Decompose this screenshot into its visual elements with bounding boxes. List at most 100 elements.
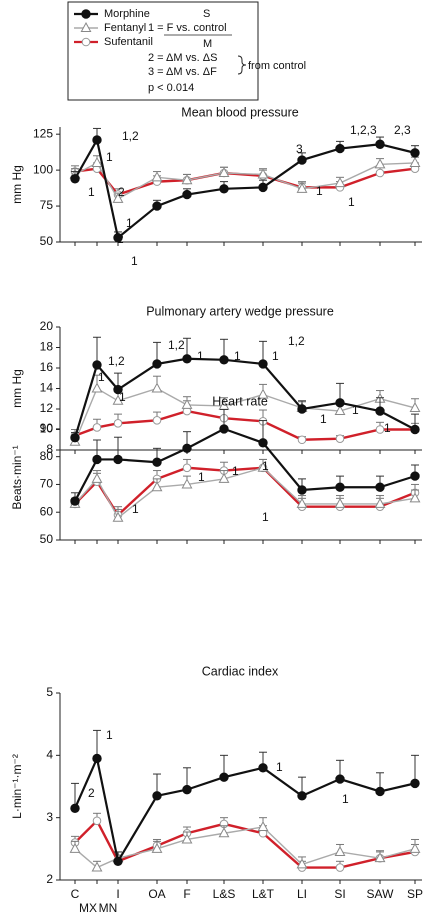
point <box>112 394 124 405</box>
x-tick-label: SI <box>334 887 345 901</box>
point <box>152 791 162 801</box>
annotation: 1 <box>88 185 95 199</box>
y-tick-label: 14 <box>40 381 54 395</box>
annotation: 1 <box>320 412 327 426</box>
point <box>92 753 102 764</box>
point <box>70 433 80 443</box>
point <box>81 37 91 47</box>
annotation: 1 <box>234 349 241 363</box>
point <box>219 184 229 194</box>
point <box>335 143 345 154</box>
series <box>70 729 420 866</box>
point <box>334 404 346 416</box>
annotation: 1 <box>197 349 204 363</box>
point <box>335 482 345 492</box>
series <box>69 817 421 872</box>
annotation: 1 <box>98 370 105 384</box>
key-text: 2 = ΔM vs. ΔS <box>148 52 217 64</box>
y-tick-label: 100 <box>33 162 53 176</box>
y-tick-label: 125 <box>33 126 53 140</box>
series <box>70 127 420 243</box>
brace <box>237 55 247 75</box>
annotation: 1 <box>276 760 283 774</box>
point <box>80 21 92 32</box>
y-tick-label: 90 <box>40 421 54 435</box>
y-tick-label: 70 <box>40 477 54 491</box>
point <box>410 471 420 481</box>
annotation: 1 <box>384 421 391 435</box>
point <box>410 148 420 158</box>
point <box>181 398 193 409</box>
point <box>69 842 81 853</box>
series <box>69 458 421 522</box>
point <box>374 497 386 508</box>
point <box>91 156 103 167</box>
x-tick-label: L&T <box>252 887 275 901</box>
point <box>151 842 163 853</box>
point <box>297 485 307 495</box>
annotation: 2 <box>118 185 125 199</box>
key-text: M <box>203 38 212 50</box>
annotation: 1 <box>352 403 359 417</box>
point <box>296 858 308 869</box>
point <box>218 472 230 483</box>
y-tick-label: 50 <box>40 532 54 546</box>
x-tick-label: LI <box>297 887 307 901</box>
point <box>92 454 102 465</box>
point <box>91 382 103 393</box>
point <box>151 481 163 492</box>
x-sublabel: MX <box>79 901 97 915</box>
annotation: 1 <box>232 464 239 478</box>
point <box>181 833 193 844</box>
legend-label: Morphine <box>104 8 150 20</box>
x-tick-label: C <box>71 887 80 901</box>
y-tick-label: 75 <box>40 198 54 212</box>
point <box>70 803 80 814</box>
x-tick-label: F <box>183 887 190 901</box>
point <box>218 827 230 838</box>
point <box>112 192 124 203</box>
point <box>257 461 269 472</box>
annotation: 2 <box>117 232 124 246</box>
point <box>334 497 346 508</box>
point <box>334 177 346 188</box>
point <box>410 778 420 789</box>
annotation: 1 <box>132 502 139 516</box>
point <box>113 856 123 866</box>
series <box>69 155 421 203</box>
point <box>92 360 102 370</box>
y-tick-label: 60 <box>40 504 54 518</box>
x-tick-label: I <box>116 887 119 901</box>
point <box>152 201 162 211</box>
key-text: from control <box>248 60 306 72</box>
point <box>375 786 385 797</box>
y-axis-label: L·min⁻¹·m⁻² <box>10 754 24 819</box>
point <box>182 463 192 473</box>
y-tick-label: 16 <box>40 360 54 374</box>
annotation: 1 <box>272 349 279 363</box>
annotation: 1,2 <box>168 338 185 352</box>
annotation: 1 <box>262 510 269 524</box>
point <box>113 454 123 465</box>
annotation: 1 <box>348 195 355 209</box>
x-tick-label: SP <box>407 887 423 901</box>
point <box>181 478 193 489</box>
annotation: 1 <box>126 216 133 230</box>
series <box>70 812 420 872</box>
y-tick-label: 2 <box>46 872 53 886</box>
annotation: 1 <box>316 184 323 198</box>
point <box>151 382 163 393</box>
point <box>219 772 229 782</box>
annotation: 1 <box>119 390 126 404</box>
point <box>409 492 421 503</box>
point <box>113 419 123 428</box>
point <box>409 842 421 853</box>
key-text: 3 = ΔM vs. ΔF <box>148 66 217 78</box>
point <box>219 424 229 434</box>
y-tick-label: 3 <box>46 810 53 824</box>
key-text: S <box>203 8 210 20</box>
point <box>374 852 386 863</box>
point <box>257 388 269 399</box>
y-tick-label: 10 <box>40 422 54 436</box>
x-tick-label: OA <box>148 887 165 901</box>
